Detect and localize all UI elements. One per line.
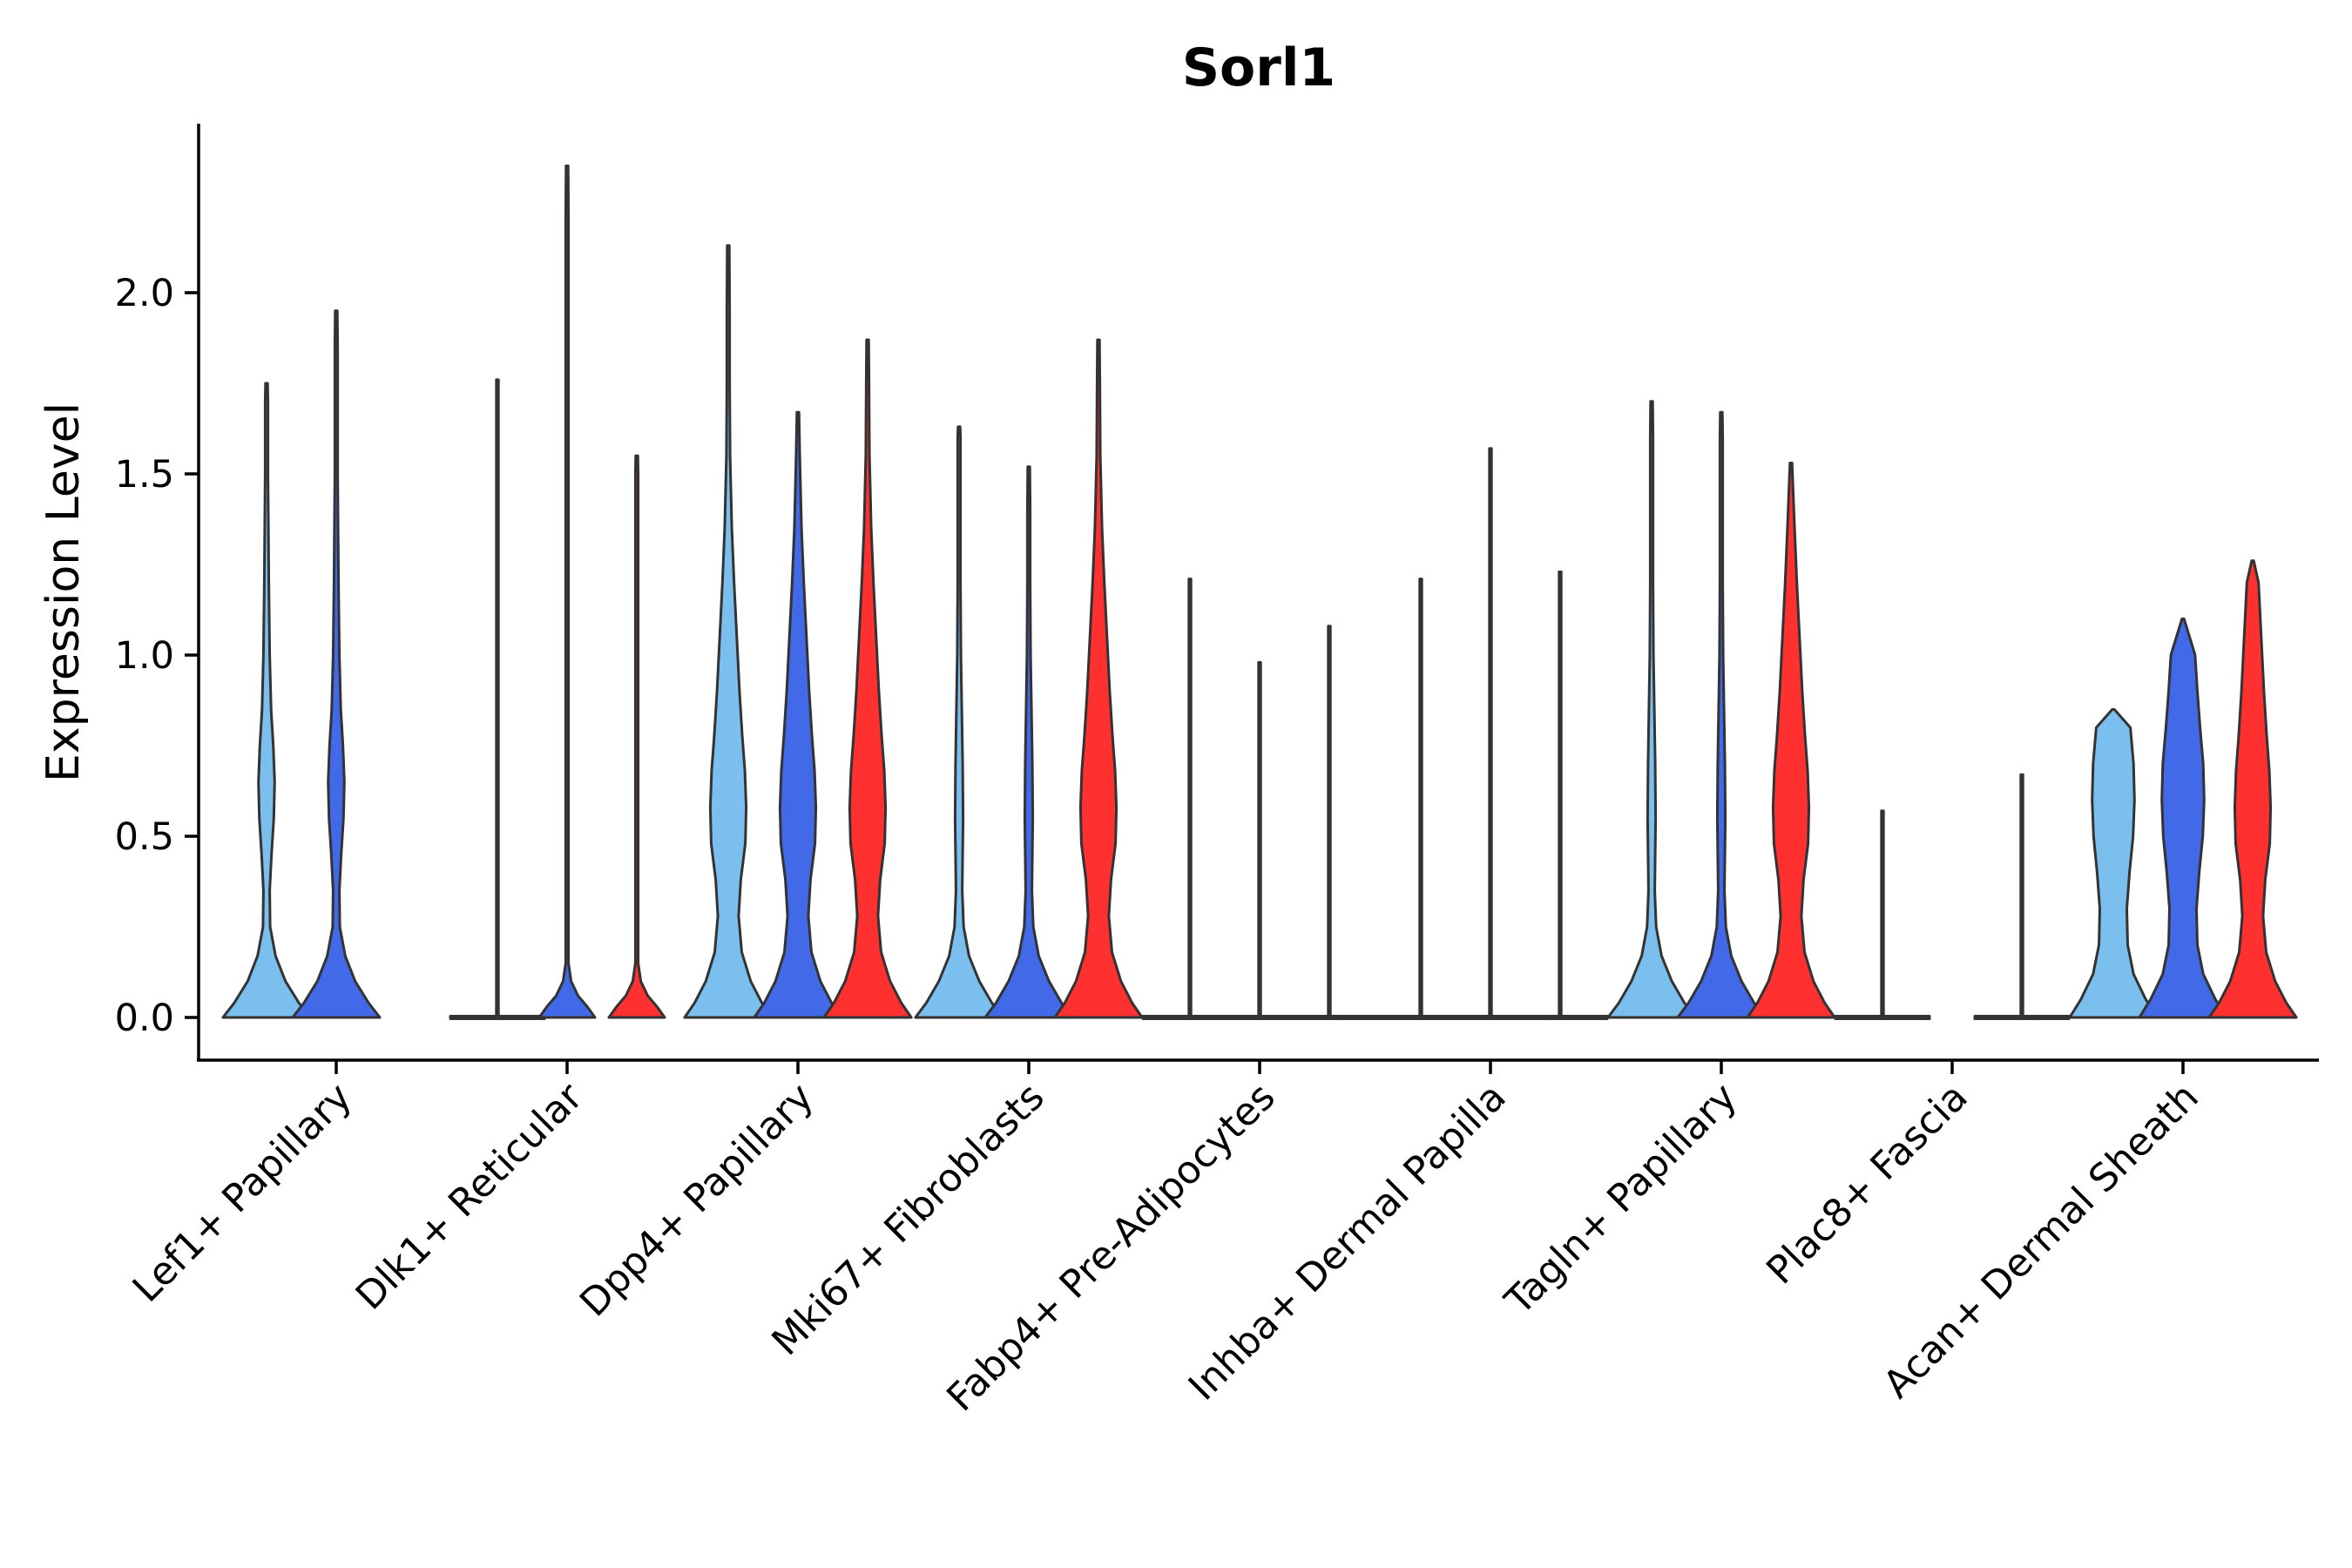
violin xyxy=(914,425,1004,1019)
violin xyxy=(2068,707,2159,1019)
y-tick-label: 2.0 xyxy=(115,272,174,315)
violin xyxy=(1372,578,1470,1020)
violin xyxy=(607,454,666,1019)
violin xyxy=(449,378,546,1020)
violin-group xyxy=(683,244,913,1019)
violin xyxy=(2138,617,2228,1019)
violin xyxy=(753,410,843,1019)
violin-group xyxy=(1141,578,1378,1020)
violin xyxy=(221,382,312,1019)
violin-group xyxy=(1834,773,2071,1020)
x-tick-label: Plac8+ Fascia xyxy=(1758,1075,1977,1294)
y-tick-label: 0.0 xyxy=(115,997,174,1040)
violin xyxy=(683,244,774,1019)
violin-group xyxy=(1606,400,1836,1019)
x-tick-label: Dpp4+ Papillary xyxy=(571,1075,822,1326)
violin-group xyxy=(221,309,382,1019)
violin xyxy=(1746,462,1836,1019)
violin xyxy=(1606,400,1697,1019)
violin-layer xyxy=(221,164,2298,1020)
y-tick-label: 1.0 xyxy=(115,634,174,678)
chart-title: Sorl1 xyxy=(1182,37,1335,98)
violin xyxy=(1281,625,1378,1020)
violin xyxy=(291,309,382,1019)
violin-group xyxy=(449,164,666,1020)
violin-group xyxy=(2068,559,2298,1019)
y-ticks: 0.0 0.5 1.0 1.5 2.0 xyxy=(115,272,199,1040)
x-tick-label: Lef1+ Papillary xyxy=(125,1075,361,1311)
violin xyxy=(1834,809,1931,1020)
violin-group xyxy=(914,338,1144,1019)
y-axis-label: Expression Level xyxy=(37,402,90,782)
violin xyxy=(1973,773,2071,1020)
violin xyxy=(1053,338,1144,1019)
violin xyxy=(983,465,1074,1019)
y-tick-label: 1.5 xyxy=(115,453,174,497)
x-tick-label: Tagln+ Papillary xyxy=(1497,1075,1746,1324)
violin xyxy=(822,338,913,1019)
axes xyxy=(197,124,2319,1062)
violin xyxy=(1141,578,1239,1020)
violin xyxy=(1676,410,1767,1019)
x-tick-label: Dlk1+ Reticular xyxy=(348,1074,592,1319)
violin xyxy=(1442,447,1539,1020)
violin xyxy=(1511,570,1609,1020)
y-tick-label: 0.5 xyxy=(115,815,174,859)
violin xyxy=(2207,559,2298,1019)
violin-group xyxy=(1372,447,1609,1020)
violin xyxy=(1211,660,1308,1020)
violin xyxy=(537,164,597,1019)
